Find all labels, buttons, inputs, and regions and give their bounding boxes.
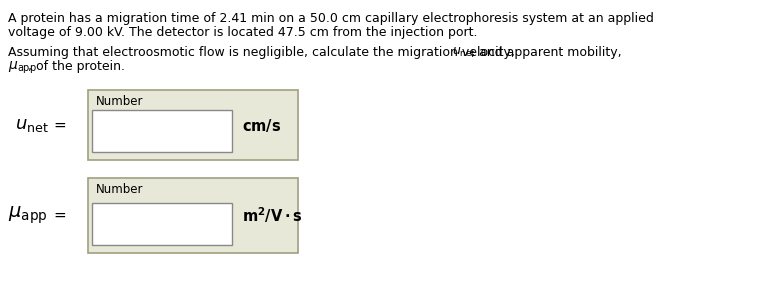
Text: , of the protein.: , of the protein. (28, 60, 125, 73)
Text: $\mathit{u}_{\mathregular{net}}$: $\mathit{u}_{\mathregular{net}}$ (15, 116, 49, 134)
Text: A protein has a migration time of 2.41 min on a 50.0 cm capillary electrophoresi: A protein has a migration time of 2.41 m… (8, 12, 654, 25)
FancyBboxPatch shape (88, 178, 298, 253)
Text: Assuming that electroosmotic flow is negligible, calculate the migration velocit: Assuming that electroosmotic flow is neg… (8, 46, 519, 59)
Text: Number: Number (96, 95, 143, 108)
Text: $\mathit{u}_{\mathregular{net}}$: $\mathit{u}_{\mathregular{net}}$ (452, 46, 476, 59)
Text: $\mu_{\mathregular{app}}$: $\mu_{\mathregular{app}}$ (8, 205, 48, 226)
Text: voltage of 9.00 kV. The detector is located 47.5 cm from the injection port.: voltage of 9.00 kV. The detector is loca… (8, 26, 477, 39)
Text: $\bf{cm / s}$: $\bf{cm / s}$ (242, 116, 281, 133)
FancyBboxPatch shape (92, 203, 232, 245)
Text: =: = (53, 117, 66, 132)
Text: Number: Number (96, 183, 143, 196)
FancyBboxPatch shape (92, 110, 232, 152)
FancyBboxPatch shape (88, 90, 298, 160)
Text: $\mu_{\mathregular{app}}$: $\mu_{\mathregular{app}}$ (8, 60, 37, 76)
Text: , and apparent mobility,: , and apparent mobility, (471, 46, 622, 59)
Text: =: = (53, 208, 66, 223)
Text: $\bf{m^2 / V \cdot s}$: $\bf{m^2 / V \cdot s}$ (242, 206, 303, 225)
